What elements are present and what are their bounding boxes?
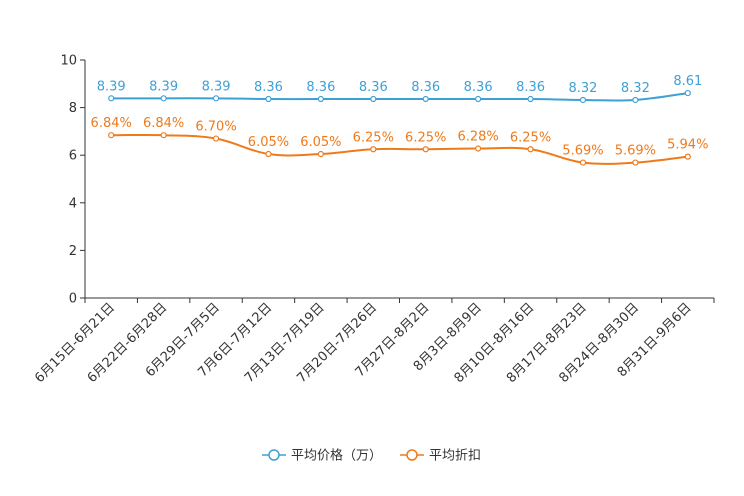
data-point[interactable] <box>265 150 272 158</box>
data-point[interactable] <box>212 95 220 102</box>
y-tick-label: 8 <box>69 101 77 116</box>
data-point[interactable] <box>265 95 272 103</box>
data-point[interactable] <box>475 95 482 103</box>
y-tick-label: 0 <box>69 292 77 307</box>
data-label: 8.61 <box>673 74 702 89</box>
data-label: 6.28% <box>457 130 498 145</box>
data-label: 8.32 <box>568 81 597 96</box>
data-point[interactable] <box>422 95 429 103</box>
y-tick-label: 6 <box>69 149 77 164</box>
legend-marker-icon <box>406 449 418 461</box>
data-label: 6.25% <box>353 130 394 145</box>
y-tick-label: 10 <box>60 54 77 69</box>
series-layer: 8.39 8.39 8.39 8.36 8.36 8.36 8.36 8.36 8.36 8.32… <box>91 74 708 166</box>
legend-label: 平均价格（万） <box>291 448 382 464</box>
series-line <box>111 92 688 102</box>
data-point[interactable] <box>579 96 587 104</box>
data-label: 8.39 <box>97 79 126 94</box>
data-point[interactable] <box>632 96 639 104</box>
legend[interactable]: 平均价格（万） 平均折扣 <box>262 448 481 464</box>
data-label: 6.70% <box>195 120 236 135</box>
data-label: 8.39 <box>149 79 178 94</box>
data-point[interactable] <box>527 146 534 153</box>
data-label: 6.05% <box>248 135 289 150</box>
data-label: 5.69% <box>562 144 603 159</box>
data-point[interactable] <box>108 132 115 139</box>
data-label: 8.36 <box>464 80 493 95</box>
data-label: 8.36 <box>306 80 335 95</box>
data-point[interactable] <box>317 150 324 158</box>
data-label: 8.36 <box>359 80 388 95</box>
data-point[interactable] <box>579 159 587 166</box>
series-line <box>111 133 688 165</box>
data-label: 8.36 <box>516 80 545 95</box>
data-point[interactable] <box>370 146 377 153</box>
series-0: 8.39 8.39 8.39 8.36 8.36 8.36 8.36 8.36 8.36 8.32… <box>97 74 702 104</box>
data-label: 8.36 <box>254 80 283 95</box>
data-point[interactable] <box>632 159 639 166</box>
y-tick-label: 4 <box>69 196 77 211</box>
legend-marker-icon <box>268 449 280 461</box>
data-point[interactable] <box>422 146 429 153</box>
legend-item-1[interactable]: 平均折扣 <box>400 449 481 464</box>
data-point[interactable] <box>160 132 167 139</box>
data-point[interactable] <box>108 95 115 102</box>
data-point[interactable] <box>684 153 691 160</box>
legend-item-0[interactable]: 平均价格（万） <box>262 448 382 464</box>
data-label: 8.36 <box>411 80 440 95</box>
axes: 02468106月15日-6月21日6月22日-6月28日6月29日-7月5日7… <box>32 54 715 386</box>
data-label: 5.94% <box>667 138 708 153</box>
data-point[interactable] <box>527 95 534 103</box>
data-label: 6.05% <box>300 135 341 150</box>
data-point[interactable] <box>684 89 691 97</box>
data-label: 8.32 <box>621 81 650 96</box>
data-label: 6.84% <box>143 116 184 131</box>
data-point[interactable] <box>212 135 220 142</box>
data-point[interactable] <box>475 145 482 152</box>
data-point[interactable] <box>317 95 324 103</box>
legend-label: 平均折扣 <box>429 449 481 464</box>
data-point[interactable] <box>370 95 377 103</box>
data-label: 6.84% <box>91 116 132 131</box>
data-label: 5.69% <box>615 144 656 159</box>
data-point[interactable] <box>160 95 167 102</box>
data-label: 6.25% <box>510 130 551 145</box>
y-tick-label: 2 <box>69 244 77 259</box>
data-label: 8.39 <box>202 79 231 94</box>
series-1: 6.84% 6.84% 6.70% 6.05% 6.05% 6.25% 6.25% 6.28%… <box>91 116 708 166</box>
data-label: 6.25% <box>405 130 446 145</box>
